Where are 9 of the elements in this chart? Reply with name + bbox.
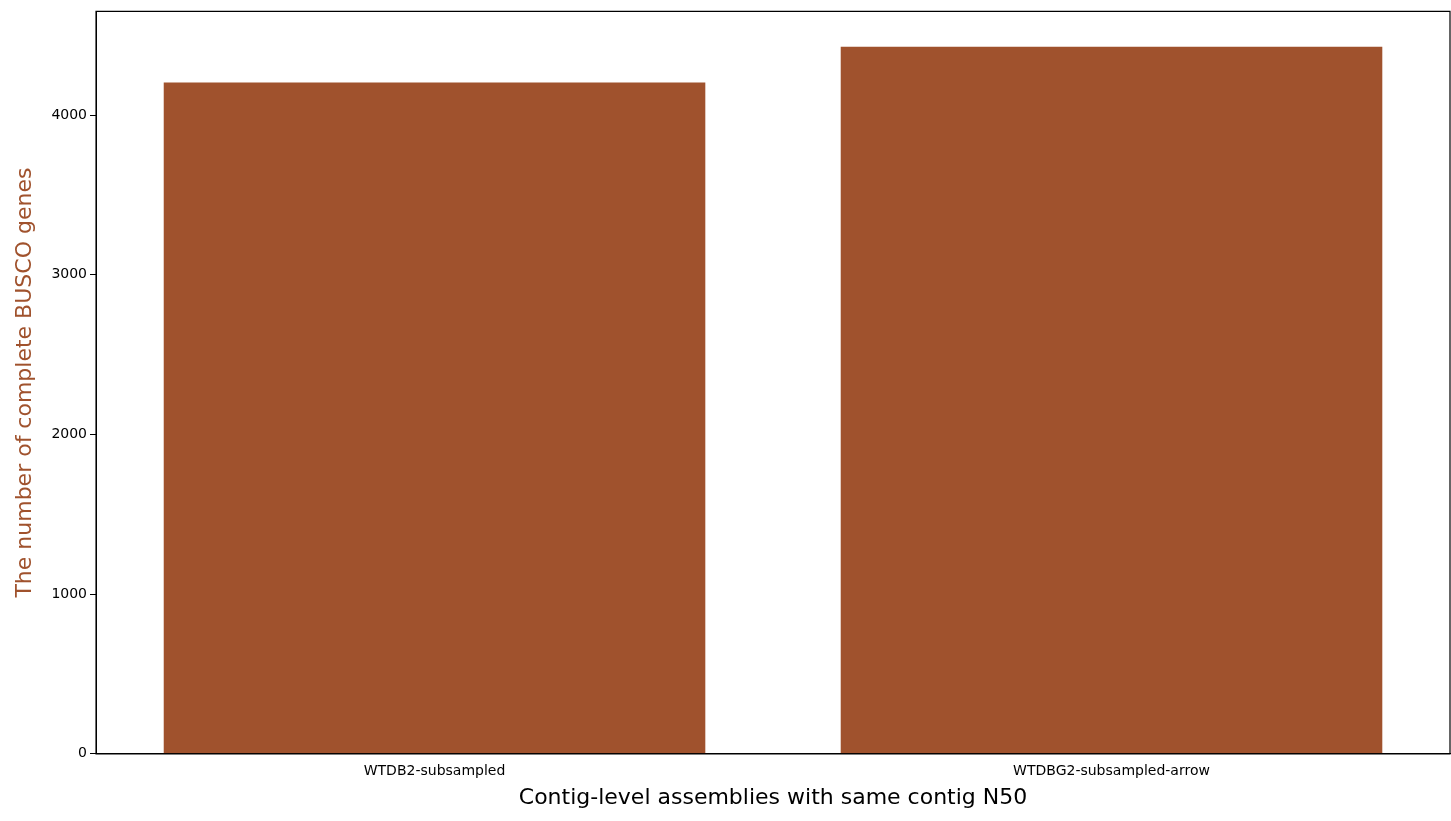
y-axis-title: The number of complete BUSCO genes (10, 167, 36, 599)
x-axis-title: Contig-level assemblies with same contig N50 (518, 783, 1028, 809)
x-tick-label: WTDBG2-subsampled-arrow (1013, 761, 1210, 778)
y-tick-label: 2000 (51, 425, 88, 442)
y-tick-label: 0 (78, 744, 88, 761)
x-tick-label: WTDB2-subsampled (363, 761, 506, 778)
y-tick-label: 3000 (51, 265, 88, 282)
y-tick-label: 4000 (51, 105, 88, 122)
y-tick-label: 1000 (51, 584, 88, 601)
